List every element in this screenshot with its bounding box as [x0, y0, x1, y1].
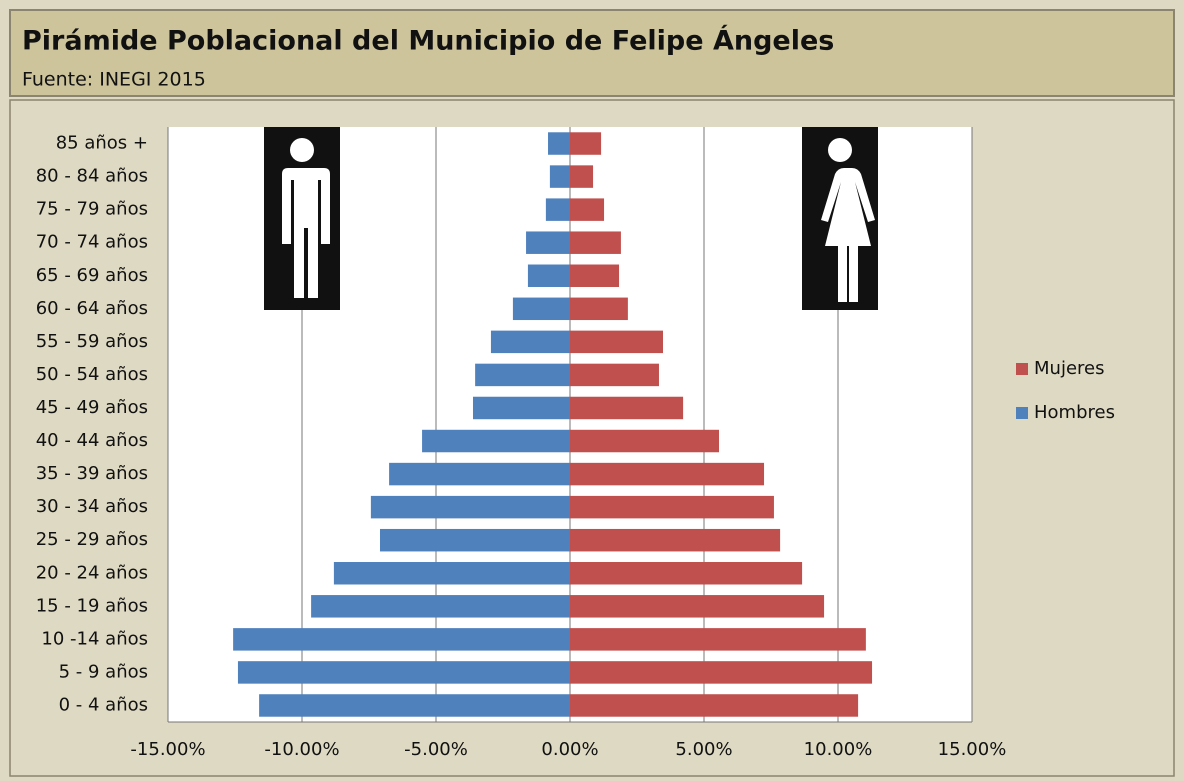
chart-subtitle: Fuente: INEGI 2015: [22, 69, 206, 91]
bar: [570, 628, 866, 651]
bar: [370, 495, 570, 519]
legend-swatch: [1016, 363, 1028, 375]
x-tick-label: 10.00%: [804, 739, 873, 760]
bar: [570, 297, 628, 321]
x-tick-label: 0.00%: [541, 739, 598, 760]
bar: [570, 363, 659, 387]
bar: [548, 132, 570, 155]
bar: [527, 264, 570, 287]
legend-label: Mujeres: [1034, 358, 1104, 379]
bar: [333, 562, 570, 585]
y-tick-label: 80 - 84 años: [36, 166, 148, 187]
bar: [570, 330, 663, 354]
bar: [545, 198, 570, 221]
x-tick-label: 15.00%: [938, 739, 1007, 760]
bar: [311, 595, 570, 618]
y-tick-label: 30 - 34 años: [36, 496, 148, 517]
bar: [379, 528, 570, 552]
y-tick-label: 65 - 69 años: [36, 265, 148, 286]
bar: [570, 661, 873, 684]
bar: [570, 462, 765, 486]
bar: [549, 165, 570, 188]
bar: [570, 132, 602, 155]
y-tick-label: 50 - 54 años: [36, 364, 148, 385]
bar: [512, 297, 570, 321]
x-tick-label: -15.00%: [130, 739, 205, 760]
y-tick-label: 10 -14 años: [41, 628, 148, 649]
bar: [472, 396, 570, 420]
bar: [570, 231, 621, 254]
y-tick-label: 0 - 4 años: [59, 694, 148, 715]
female-icon: [802, 127, 878, 310]
y-tick-label: 5 - 9 años: [59, 661, 148, 682]
bar: [570, 198, 605, 221]
y-tick-label: 45 - 49 años: [36, 397, 148, 418]
bar: [570, 694, 859, 717]
bar: [422, 429, 570, 453]
bar: [237, 661, 570, 684]
bar: [570, 528, 781, 552]
bar: [570, 264, 620, 287]
bar: [389, 462, 570, 486]
bar: [570, 396, 684, 420]
title-box: [9, 9, 1175, 97]
bar: [490, 330, 570, 354]
y-tick-label: 25 - 29 años: [36, 529, 148, 550]
y-tick-label: 15 - 19 años: [36, 595, 148, 616]
bar: [570, 429, 720, 453]
x-tick-label: 5.00%: [675, 739, 732, 760]
y-tick-label: 75 - 79 años: [36, 199, 148, 220]
y-tick-label: 20 - 24 años: [36, 562, 148, 583]
y-tick-label: 70 - 74 años: [36, 232, 148, 253]
bar: [570, 165, 594, 188]
bar: [233, 628, 570, 651]
y-tick-label: 40 - 44 años: [36, 430, 148, 451]
bar: [570, 595, 825, 618]
chart-frame: [9, 99, 1175, 777]
bar: [570, 562, 803, 585]
bar: [526, 231, 570, 254]
y-tick-label: 55 - 59 años: [36, 331, 148, 352]
bar: [570, 495, 774, 519]
legend-label: Hombres: [1034, 402, 1115, 423]
chart-title: Pirámide Poblacional del Municipio de Fe…: [22, 25, 834, 57]
y-tick-label: 60 - 64 años: [36, 298, 148, 319]
y-tick-label: 85 años +: [56, 133, 148, 154]
bar: [475, 363, 570, 387]
male-icon: [264, 127, 340, 310]
legend-swatch: [1016, 407, 1028, 419]
x-tick-label: -5.00%: [404, 739, 468, 760]
y-tick-label: 35 - 39 años: [36, 463, 148, 484]
x-tick-label: -10.00%: [264, 739, 339, 760]
bar: [259, 694, 570, 717]
